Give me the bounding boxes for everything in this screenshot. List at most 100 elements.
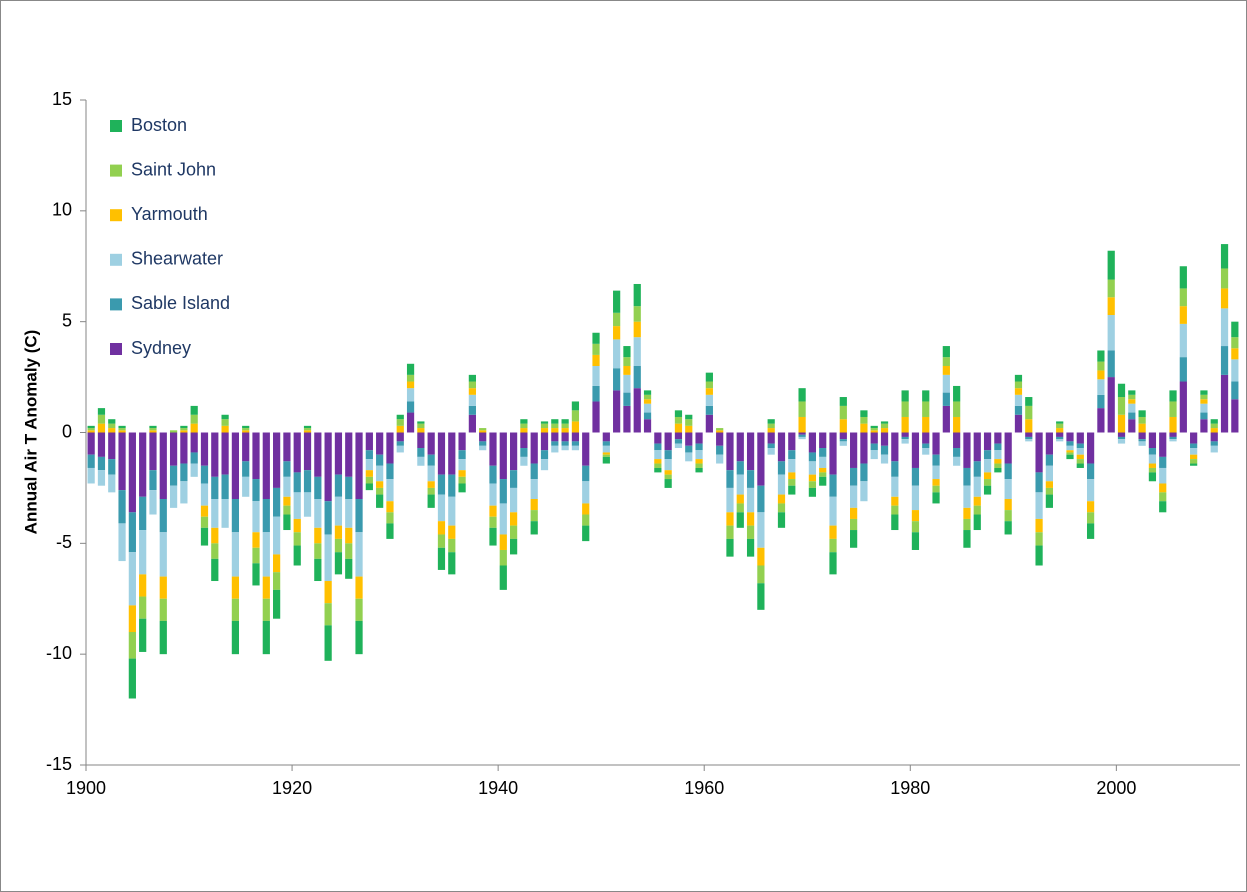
bar-segment [376,481,384,488]
bar-segment [1025,397,1033,406]
bar-segment [169,432,178,466]
bar-segment [1190,454,1198,460]
bar-segment [695,463,703,468]
legend-label: Yarmouth [131,204,208,224]
bar-segment [417,423,425,429]
bar-segment [303,470,312,493]
bar-segment [561,432,569,442]
bar-segment [592,343,600,355]
bar-segment [674,432,683,440]
y-tick-label: 0 [62,421,72,441]
bar-segment [252,501,260,533]
bar-segment [509,538,518,555]
bar-segment [571,445,580,451]
bar-segment [695,443,703,451]
bar-segment [1117,436,1126,440]
bar-segment [252,547,260,564]
bar-segment [808,432,817,453]
bar-segment [602,432,610,442]
bar-segment [1056,432,1064,437]
bar-segment [1231,348,1239,360]
bar-segment [870,428,878,431]
bar-segment [468,405,476,415]
bar-segment [901,390,909,402]
bar-segment [819,432,827,449]
bar-segment [592,385,600,402]
bar-segment [839,397,847,406]
bar-segment [262,499,270,533]
bar-segment [613,312,621,327]
bar-segment [1045,487,1053,495]
bar-segment [159,620,167,655]
bar-segment [901,416,909,433]
bar-segment [427,494,435,508]
bar-segment [499,432,507,480]
bar-segment [922,401,930,417]
bar-segment [942,346,950,358]
bar-segment [334,525,343,539]
bar-segment [716,445,724,455]
bar-segment [1004,521,1012,535]
bar-segment [242,476,250,497]
bar-segment [1066,452,1074,455]
bar-segment [901,439,909,444]
bar-segment [365,432,373,451]
bar-segment [1117,397,1126,415]
bar-segment [829,496,837,526]
bar-segment [283,505,291,515]
bar-segment [891,432,899,462]
bar-segment [303,428,312,431]
bar-segment [200,527,209,546]
bar-segment [880,421,889,424]
bar-segment [417,448,425,457]
bar-segment [942,405,950,433]
bar-segment [1148,432,1157,449]
bar-segment [303,425,312,429]
bar-segment [1045,494,1053,508]
bar-segment [479,428,487,431]
bar-segment [97,408,106,415]
legend-swatch [110,253,122,266]
bar-segment [746,432,755,471]
bar-segment [983,432,992,451]
bar-segment [1025,419,1033,433]
bar-segment [716,428,724,431]
bar-segment [819,472,827,477]
bar-segment [448,432,456,475]
bar-segment [458,450,466,460]
bar-segment [1086,463,1095,480]
bar-segment [252,479,260,502]
bar-segment [819,476,827,486]
bar-segment [685,452,693,462]
legend-label: Boston [131,115,187,135]
bar-segment [1014,381,1023,389]
bar-segment [1076,463,1084,468]
bar-segment [613,290,621,313]
bar-segment [860,416,868,424]
bar-segment [736,503,744,513]
bar-segment [777,512,786,528]
bar-segment [746,525,755,539]
bar-segment [1210,428,1218,433]
bar-segment [520,419,528,424]
bar-segment [788,450,796,460]
bar-segment [211,543,219,559]
bar-segment [746,487,755,513]
bar-segment [1097,370,1105,380]
bar-segment [231,432,240,499]
bar-segment [221,419,229,426]
bar-segment [963,507,971,519]
bar-segment [87,430,95,433]
bar-segment [1025,436,1033,440]
bar-segment [551,445,559,453]
bar-segment [664,459,672,471]
bar-segment [1210,445,1218,453]
bar-segment [324,432,332,502]
bar-segment [860,432,868,464]
bar-segment [870,450,878,460]
bar-segment [1220,244,1229,269]
bar-segment [128,432,136,513]
bar-segment [973,461,981,477]
bar-segment [850,467,858,486]
bar-segment [520,428,528,433]
